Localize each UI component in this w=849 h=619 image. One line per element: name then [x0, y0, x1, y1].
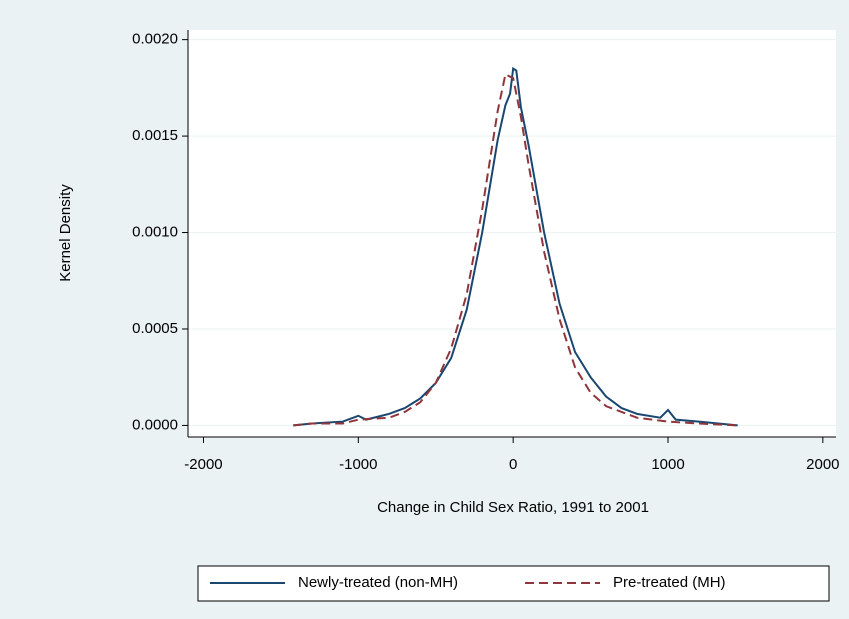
x-tick-label: 1000 — [651, 456, 684, 473]
y-tick-label: 0.0000 — [132, 416, 178, 433]
x-axis-label: Change in Child Sex Ratio, 1991 to 2001 — [377, 499, 649, 516]
y-tick-label: 0.0015 — [132, 127, 178, 144]
legend-label: Newly-treated (non-MH) — [298, 574, 458, 591]
x-tick-label: 0 — [509, 456, 517, 473]
density-line — [293, 72, 738, 427]
x-tick-label: 2000 — [806, 456, 839, 473]
y-tick-label: 0.0020 — [132, 31, 178, 48]
x-tick-label: -1000 — [339, 456, 377, 473]
y-axis-label: Kernel Density — [57, 184, 74, 282]
plot-area — [188, 30, 836, 437]
y-tick-label: 0.0010 — [132, 224, 178, 241]
legend-label: Pre-treated (MH) — [613, 574, 726, 591]
y-tick-label: 0.0005 — [132, 320, 178, 337]
legend — [197, 565, 830, 602]
density-line — [293, 66, 738, 427]
x-tick-label: -2000 — [184, 456, 222, 473]
